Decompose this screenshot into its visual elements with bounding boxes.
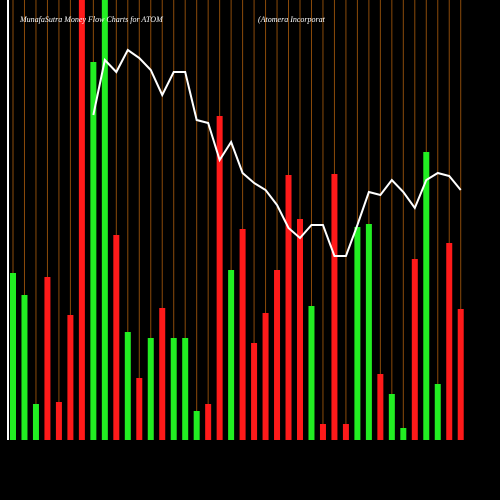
bar: [319, 424, 326, 440]
bar: [67, 315, 74, 440]
money-flow-line: [92, 48, 462, 257]
bar: [136, 378, 143, 440]
bar: [457, 309, 464, 440]
bar: [10, 273, 16, 440]
bar: [411, 259, 418, 440]
bar: [400, 428, 407, 440]
bar: [216, 116, 223, 440]
bar: [297, 219, 303, 440]
bar: [124, 332, 131, 440]
bar: [354, 227, 361, 440]
bar: [147, 338, 154, 440]
bar: [285, 175, 292, 440]
bar: [170, 338, 177, 440]
bar: [365, 224, 372, 440]
bar: [446, 243, 453, 440]
bar: [205, 404, 212, 440]
bar: [342, 424, 349, 440]
bar: [274, 270, 281, 440]
bar: [78, 0, 85, 440]
bar: [251, 343, 258, 440]
chart-title: MunafaSutra Money Flow Charts for ATOM: [19, 15, 164, 24]
bar: [308, 306, 315, 440]
bar: [101, 0, 108, 440]
bar: [377, 374, 384, 440]
bar: [182, 338, 189, 440]
bar: [159, 308, 166, 440]
chart-subtitle: (Atomera Incorporat: [258, 15, 326, 24]
bar: [239, 229, 246, 440]
bar: [434, 384, 441, 440]
bar: [423, 152, 430, 440]
bar: [228, 270, 235, 440]
bar: [90, 62, 97, 440]
bar: [388, 394, 395, 440]
bars: [10, 0, 464, 440]
bar: [113, 235, 120, 440]
bar: [32, 404, 39, 440]
bar: [55, 402, 62, 440]
bar: [262, 313, 269, 440]
bar: [21, 295, 28, 440]
bar: [44, 277, 51, 440]
bar: [331, 174, 338, 440]
bar: [193, 411, 200, 440]
line-layer: [92, 48, 462, 257]
